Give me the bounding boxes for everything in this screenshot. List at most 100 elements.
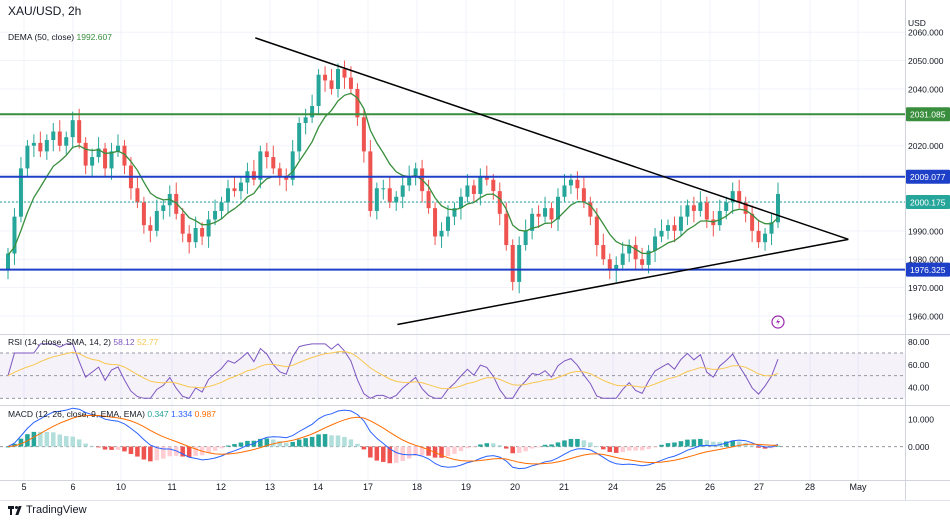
candle-body <box>213 210 218 220</box>
price-tick-label: 1980.000 <box>908 255 944 265</box>
candle-body <box>122 145 127 166</box>
macd-hist-bar <box>141 446 147 460</box>
dema-legend-value: 1992.607 <box>77 32 113 42</box>
candle-body <box>575 179 580 189</box>
candle-body <box>297 123 302 152</box>
candle-body <box>497 191 502 214</box>
candle-body <box>478 176 483 194</box>
candle-body <box>665 225 671 231</box>
candle-body <box>271 157 276 169</box>
price-tick-label: 2050.000 <box>908 56 944 66</box>
macd-hist-bar <box>510 446 515 454</box>
candle-body <box>12 216 17 254</box>
date-tick-label: 12 <box>216 482 226 492</box>
macd-hist-bar <box>581 440 587 447</box>
date-tick-label: 26 <box>705 482 715 492</box>
macd-hist-bar <box>756 446 761 448</box>
macd-hist-bar <box>419 446 425 456</box>
candle-body <box>368 151 373 211</box>
price-tick-label: 2060.000 <box>908 28 944 38</box>
rsi-legend-ma-value: 52.77 <box>137 337 159 347</box>
macd-hist-bar <box>348 439 354 447</box>
candle-body <box>5 253 11 271</box>
macd-hist-bar <box>711 441 716 447</box>
candle-body <box>316 74 321 106</box>
macd-hist-bar <box>426 446 431 456</box>
candle-body <box>51 131 56 141</box>
rsi-ma-line <box>7 351 779 390</box>
candle-body <box>517 245 522 282</box>
macd-hist-bar <box>633 446 638 451</box>
macd-hist-bar <box>704 440 710 447</box>
macd-hist-bar <box>51 432 56 447</box>
price-axis-currency: USD <box>908 18 926 28</box>
macd-hist-bar <box>167 446 173 457</box>
macd-hist-bar <box>775 445 781 447</box>
macd-hist-bar <box>762 446 768 449</box>
macd-hist-bar <box>620 446 625 453</box>
macd-hist-bar <box>607 446 613 453</box>
candle-body <box>400 185 405 197</box>
candle-body <box>96 148 101 158</box>
rsi-tick-label: 60.00 <box>908 360 930 370</box>
macd-hist-bar <box>491 443 496 447</box>
candle-body <box>251 171 256 180</box>
macd-hist-bar <box>368 446 373 458</box>
candle-body <box>18 168 23 217</box>
candle-body <box>523 230 528 246</box>
candle-body <box>750 213 755 231</box>
macd-hist-bar <box>316 434 321 447</box>
macd-hist-bar <box>238 442 244 447</box>
macd-hist-bar <box>271 439 276 447</box>
grid <box>0 0 905 480</box>
macd-hist-bar <box>536 446 541 448</box>
candle-body <box>588 202 593 217</box>
macd-hist-bar <box>646 446 651 450</box>
date-tick-label: 20 <box>510 482 520 492</box>
candle-body <box>284 176 289 180</box>
symbol-title: XAU/USD, 2h <box>8 4 81 18</box>
macd-hist-bar <box>148 446 153 462</box>
candle-body <box>342 69 347 78</box>
macd-hist-bar <box>83 443 88 447</box>
date-tick-label: 25 <box>656 482 666 492</box>
candle-body <box>70 120 75 138</box>
macd-hist-bar <box>575 438 580 447</box>
macd-hist-bar <box>452 446 457 454</box>
macd-hist-bar <box>639 446 645 451</box>
candle-body <box>433 208 438 237</box>
macd-hist-bar <box>63 436 69 447</box>
macd-legend-hist: 0.347 <box>147 409 171 419</box>
candle-body <box>562 185 567 197</box>
candle-body <box>724 202 729 211</box>
dema-line <box>7 92 779 256</box>
candle-body <box>627 245 632 254</box>
candle-body <box>25 145 30 169</box>
footer: TradingView <box>0 500 950 520</box>
candle-body <box>549 208 554 220</box>
candle-body <box>290 151 295 180</box>
macd-hist-bar <box>206 446 211 454</box>
macd-hist-bar <box>458 446 464 452</box>
date-tick-label: 14 <box>313 482 323 492</box>
tradingview-brand[interactable]: TradingView <box>8 504 87 516</box>
rsi-legend: RSI (14, close, SMA, 14, 2) 58.12 52.77 <box>8 337 159 347</box>
macd-hist-bar <box>115 446 121 450</box>
candle-body <box>394 196 399 203</box>
candle-body <box>484 176 489 180</box>
candle-body <box>187 233 192 243</box>
candle-body <box>452 208 457 217</box>
date-tick-label: 24 <box>608 482 618 492</box>
macd-hist-bar <box>594 446 600 447</box>
macd-hist-bar <box>588 442 593 447</box>
price-label-current-price: 2000.175 <box>910 197 946 207</box>
dema-legend: DEMA (50, close) 1992.607 <box>8 32 112 42</box>
candle-body <box>115 145 121 152</box>
price-label-bg-support <box>906 262 950 277</box>
macd-hist-bar <box>57 434 63 447</box>
candle-body <box>646 250 651 265</box>
candle-body <box>154 210 159 231</box>
candle-body <box>756 230 761 243</box>
macd-hist-bar <box>503 446 509 449</box>
